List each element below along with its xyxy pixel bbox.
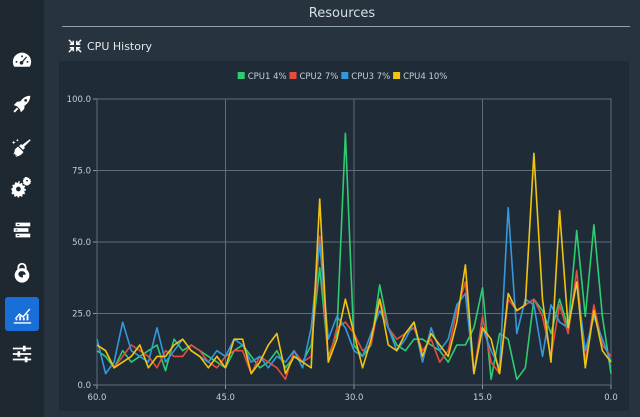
x-tick-label: 60.0	[88, 393, 107, 403]
sliders-icon	[12, 345, 32, 363]
legend-swatch-cpu2	[289, 72, 297, 79]
header-divider	[62, 26, 630, 27]
broom-icon	[11, 138, 31, 157]
legend-label-cpu2: CPU2 7%	[300, 72, 339, 82]
legend-swatch-cpu4	[393, 72, 401, 79]
sidebar-item-processes[interactable]	[5, 213, 39, 247]
y-tick-label: 50.0	[72, 238, 91, 248]
y-tick-label: 75.0	[72, 167, 91, 177]
gears-icon	[11, 177, 32, 198]
x-tick-label: 15.0	[473, 393, 492, 403]
legend-label-cpu3: CPU3 7%	[351, 72, 390, 82]
page-title: Resources	[308, 6, 376, 21]
series-line-cpu4	[96, 152, 612, 375]
x-tick-label: 0.0	[604, 393, 618, 403]
rocket-icon	[13, 95, 31, 113]
page-header: Resources	[44, 0, 640, 30]
package-icon	[14, 262, 30, 283]
y-tick-label: 25.0	[72, 310, 91, 320]
x-tick-label: 30.0	[345, 393, 364, 403]
x-tick-label: 45.0	[216, 393, 235, 403]
series-line-cpu1	[96, 132, 612, 381]
sidebar-item-cleaner[interactable]	[5, 131, 39, 165]
speedometer-icon	[12, 52, 32, 67]
sidebar-item-services[interactable]	[5, 171, 39, 205]
legend-label-cpu4: CPU4 10%	[403, 72, 447, 82]
chart-icon	[13, 308, 32, 324]
sidebar-item-resources[interactable]	[5, 297, 39, 331]
chart-svg: 100.0 75.0 50.0 25.0 0.0 60.0 45.0 30.0 15.0 0.0 C…	[67, 72, 618, 403]
legend-swatch-cpu3	[341, 72, 349, 79]
sidebar	[0, 0, 44, 417]
legend-label-cpu1: CPU1 4%	[248, 72, 287, 82]
sidebar-item-startup[interactable]	[5, 87, 39, 121]
y-tick-label: 100.0	[67, 95, 91, 105]
sidebar-item-uninstaller[interactable]	[5, 255, 39, 289]
cpu-history-chart: 100.0 75.0 50.0 25.0 0.0 60.0 45.0 30.0 15.0 0.0 C…	[59, 61, 629, 411]
legend-swatch-cpu1	[237, 72, 245, 79]
compress-arrows-icon	[68, 39, 82, 53]
panel-header: CPU History	[68, 37, 152, 55]
stack-icon	[13, 222, 31, 238]
sidebar-item-settings[interactable]	[5, 337, 39, 371]
panel-title: CPU History	[87, 39, 152, 53]
y-tick-label: 0.0	[77, 381, 91, 391]
sidebar-item-dashboard[interactable]	[5, 43, 39, 77]
